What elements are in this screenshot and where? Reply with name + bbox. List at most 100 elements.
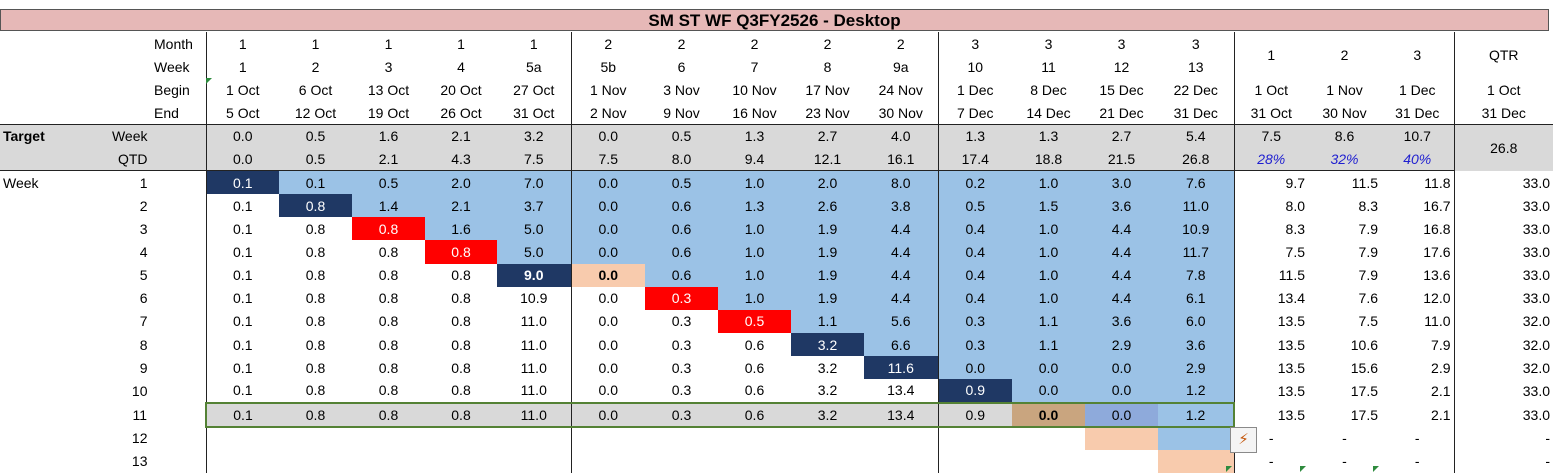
corner-cell[interactable]: [0, 101, 69, 126]
header-month-cell[interactable]: 3: [1044, 35, 1053, 52]
forecast-cell[interactable]: 0.6: [744, 382, 765, 399]
forecast-cell[interactable]: 3.2: [817, 382, 838, 399]
qtr-begin-cell[interactable]: 1 Oct: [1453, 78, 1553, 102]
header-month-cell[interactable]: 1: [529, 35, 538, 52]
forecast-cell[interactable]: 0.0: [570, 379, 645, 403]
forecast-cell[interactable]: 1.0: [1012, 286, 1085, 310]
forecast-cell[interactable]: 0.8: [305, 313, 326, 330]
forecast-cell[interactable]: 3.2: [817, 359, 838, 376]
header-label-month[interactable]: Month: [154, 35, 193, 52]
target-week-cell[interactable]: 2.7: [791, 124, 864, 148]
forecast-month-total[interactable]: 8.3: [1233, 217, 1308, 241]
forecast-qtr-total[interactable]: 33.0: [1453, 286, 1553, 310]
forecast-cell[interactable]: 0.8: [305, 220, 326, 237]
forecast-cell[interactable]: 11.0: [520, 359, 547, 376]
forecast-week-label[interactable]: 13: [131, 453, 148, 470]
forecast-month-total[interactable]: 7.9: [1431, 336, 1451, 353]
forecast-cell[interactable]: 4.4: [864, 263, 938, 287]
target-qtd-cell[interactable]: 0.5: [279, 147, 352, 172]
forecast-cell[interactable]: 0.8: [378, 243, 399, 260]
forecast-cell[interactable]: 11.6: [864, 356, 938, 380]
forecast-cell[interactable]: 0.1: [205, 217, 279, 241]
forecast-cell[interactable]: 4.4: [864, 217, 938, 241]
forecast-cell[interactable]: 1.9: [791, 286, 864, 310]
header-month-cell[interactable]: 2: [823, 35, 832, 52]
header-end-cell[interactable]: 12 Oct: [279, 101, 352, 126]
summary-begin-cell[interactable]: 1 Oct: [1233, 78, 1308, 102]
forecast-cell[interactable]: 0.1: [205, 170, 279, 195]
qtr-end-cell[interactable]: 31 Dec: [1453, 101, 1553, 126]
forecast-cell[interactable]: 0.8: [425, 401, 497, 428]
forecast-month-total[interactable]: 17.5: [1350, 406, 1378, 423]
forecast-week-label[interactable]: 2: [139, 197, 148, 214]
forecast-cell[interactable]: [791, 450, 864, 473]
row-group-label[interactable]: [0, 356, 69, 379]
header-begin-cell[interactable]: 6 Oct: [298, 81, 333, 98]
forecast-cell[interactable]: [645, 427, 718, 450]
forecast-cell[interactable]: 1.0: [718, 170, 791, 195]
forecast-cell[interactable]: 3.6: [1085, 194, 1158, 218]
corner-cell[interactable]: [0, 78, 69, 101]
forecast-cell[interactable]: [497, 450, 571, 473]
header-month-cell[interactable]: 3: [937, 32, 1012, 56]
target-qtd-cell[interactable]: 0.0: [205, 147, 279, 172]
forecast-cell[interactable]: [352, 450, 425, 473]
forecast-cell[interactable]: 0.1: [205, 379, 279, 403]
forecast-cell[interactable]: 1.9: [791, 263, 864, 287]
forecast-week-label[interactable]: 10: [131, 382, 148, 399]
forecast-cell[interactable]: 0.8: [279, 194, 352, 218]
forecast-cell[interactable]: 0.0: [570, 170, 645, 195]
row-group-label[interactable]: [0, 217, 69, 240]
target-week-cell[interactable]: 0.5: [645, 124, 718, 148]
header-label-begin[interactable]: Begin: [154, 81, 190, 98]
forecast-cell[interactable]: 0.1: [205, 356, 279, 380]
target-week-cell[interactable]: 2.1: [425, 124, 497, 148]
header-end-cell[interactable]: 5 Oct: [205, 101, 279, 126]
header-begin-cell[interactable]: 1 Nov: [570, 78, 645, 102]
forecast-cell[interactable]: [425, 427, 497, 450]
forecast-cell[interactable]: 0.6: [645, 217, 718, 241]
forecast-cell[interactable]: 1.0: [1012, 170, 1085, 195]
target-week-cell[interactable]: 1.6: [352, 124, 425, 148]
qtr-header[interactable]: QTR: [1453, 32, 1553, 79]
forecast-cell[interactable]: 13.4: [887, 382, 915, 399]
forecast-cell[interactable]: 1.4: [352, 194, 425, 218]
forecast-cell[interactable]: 0.0: [570, 333, 645, 357]
header-begin-cell[interactable]: 27 Oct: [513, 81, 555, 98]
forecast-cell[interactable]: [1012, 427, 1085, 450]
forecast-cell[interactable]: 1.0: [1012, 263, 1085, 287]
forecast-cell[interactable]: [718, 427, 791, 450]
forecast-month-total[interactable]: 8.0: [1233, 194, 1308, 218]
forecast-cell[interactable]: 11.7: [1158, 240, 1234, 264]
forecast-cell[interactable]: 0.3: [645, 401, 718, 428]
forecast-month-total[interactable]: 11.0: [1424, 313, 1451, 330]
forecast-cell[interactable]: [570, 449, 645, 473]
header-begin-cell[interactable]: 1 Dec: [937, 78, 1012, 102]
forecast-cell[interactable]: 0.0: [570, 240, 645, 264]
target-percent-cell[interactable]: 32%: [1308, 147, 1381, 172]
forecast-cell[interactable]: [425, 450, 497, 473]
header-begin-cell[interactable]: 13 Oct: [367, 81, 410, 98]
forecast-cell[interactable]: 11.0: [520, 336, 547, 353]
target-qtd-cell[interactable]: 18.8: [1012, 147, 1085, 172]
row-group-label[interactable]: [0, 450, 69, 473]
header-week-cell[interactable]: 2: [311, 58, 320, 75]
target-month-cell[interactable]: 10.7: [1381, 124, 1454, 148]
forecast-cell[interactable]: 3.2: [791, 333, 864, 357]
header-week-cell[interactable]: 12: [1113, 58, 1130, 75]
forecast-cell[interactable]: 0.5: [718, 309, 791, 334]
target-month-cell[interactable]: 8.6: [1308, 124, 1381, 148]
forecast-week-label[interactable]: 3: [139, 220, 148, 237]
forecast-cell[interactable]: 0.0: [1012, 401, 1085, 428]
forecast-cell[interactable]: 0.0: [1085, 401, 1158, 428]
forecast-cell[interactable]: 0.8: [279, 401, 352, 428]
forecast-cell[interactable]: 11.0: [1158, 194, 1234, 218]
forecast-cell[interactable]: 0.6: [744, 359, 765, 376]
forecast-cell[interactable]: 3.6: [1158, 333, 1234, 357]
forecast-month-total[interactable]: 13.5: [1233, 309, 1308, 334]
header-month-cell[interactable]: 2: [677, 35, 686, 52]
summary-month-header[interactable]: 1: [1233, 32, 1308, 79]
target-percent-cell[interactable]: 40%: [1381, 147, 1454, 172]
target-qtd-cell[interactable]: 4.3: [425, 147, 497, 172]
header-week-cell[interactable]: 7: [750, 58, 759, 75]
